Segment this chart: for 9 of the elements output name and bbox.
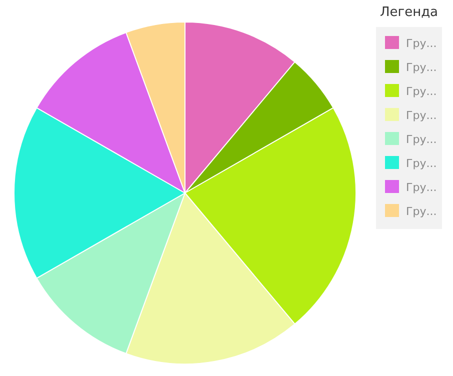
legend-label: Гру... (406, 109, 437, 122)
legend-label: Гру... (406, 157, 437, 170)
legend-label: Гру... (406, 133, 437, 146)
legend-label: Гру... (406, 205, 437, 218)
legend-label: Гру... (406, 37, 437, 50)
legend-label: Гру... (406, 85, 437, 98)
legend-title: Легенда (380, 5, 438, 20)
legend-label: Гру... (406, 181, 437, 194)
legend-label: Гру... (406, 61, 437, 74)
